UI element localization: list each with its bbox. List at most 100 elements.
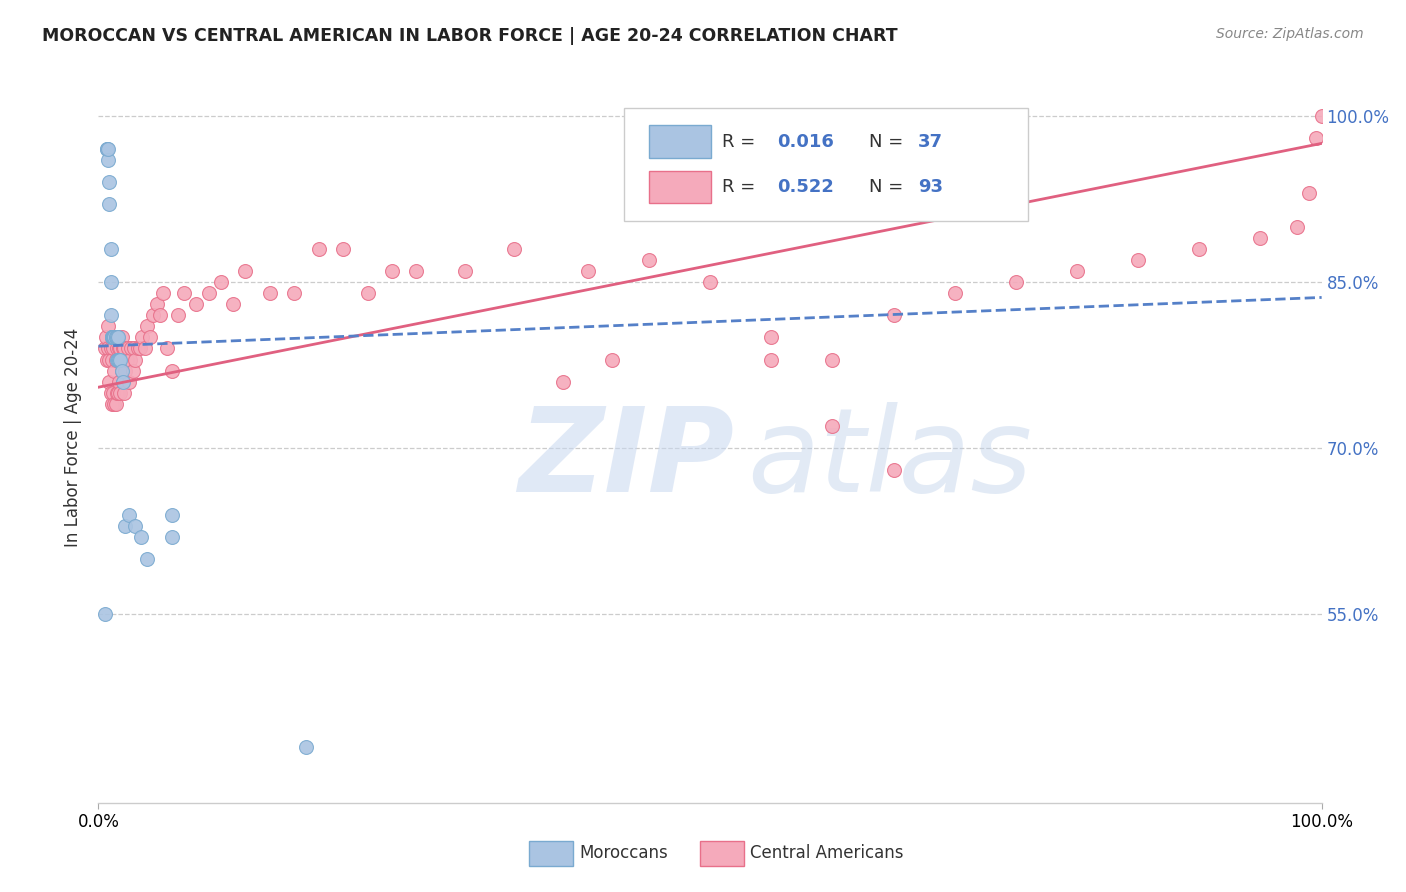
Point	[107, 352, 129, 367]
Point	[1310, 109, 1333, 123]
Point	[101, 397, 124, 411]
Text: R =: R =	[723, 133, 761, 151]
Point	[883, 308, 905, 322]
Point	[101, 330, 124, 344]
Point	[101, 342, 124, 356]
Point	[118, 375, 141, 389]
Text: Moroccans: Moroccans	[579, 844, 668, 863]
Point	[160, 530, 183, 544]
Point	[233, 264, 256, 278]
Point	[103, 363, 125, 377]
Point	[120, 342, 142, 356]
FancyBboxPatch shape	[648, 171, 711, 203]
Point	[104, 330, 127, 344]
Point	[259, 285, 281, 300]
Point	[112, 385, 135, 400]
Point	[103, 330, 125, 344]
Point	[101, 330, 124, 344]
Point	[146, 297, 169, 311]
Point	[943, 285, 966, 300]
Point	[105, 330, 128, 344]
Point	[100, 385, 122, 400]
FancyBboxPatch shape	[529, 841, 574, 866]
Point	[332, 242, 354, 256]
Point	[503, 242, 526, 256]
Point	[308, 242, 330, 256]
Point	[1305, 131, 1327, 145]
Point	[96, 352, 118, 367]
Point	[356, 285, 378, 300]
Point	[110, 342, 132, 356]
Point	[103, 330, 125, 344]
Point	[104, 352, 127, 367]
Point	[139, 330, 162, 344]
Point	[283, 285, 305, 300]
Point	[454, 264, 477, 278]
Point	[105, 342, 128, 356]
Point	[761, 352, 783, 367]
Text: MOROCCAN VS CENTRAL AMERICAN IN LABOR FORCE | AGE 20-24 CORRELATION CHART: MOROCCAN VS CENTRAL AMERICAN IN LABOR FO…	[42, 27, 898, 45]
Point	[120, 352, 142, 367]
Point	[186, 297, 208, 311]
Point	[1004, 275, 1026, 289]
Point	[111, 375, 134, 389]
Point	[103, 330, 125, 344]
Text: 93: 93	[918, 178, 943, 196]
Point	[104, 330, 127, 344]
Point	[105, 352, 128, 367]
Point	[94, 330, 117, 344]
Point	[98, 375, 121, 389]
Point	[142, 308, 165, 322]
Point	[115, 352, 138, 367]
Text: ZIP: ZIP	[519, 401, 734, 516]
Point	[405, 264, 427, 278]
Point	[101, 330, 124, 344]
Point	[98, 197, 121, 211]
Text: R =: R =	[723, 178, 761, 196]
Point	[103, 330, 125, 344]
Point	[295, 740, 318, 755]
Point	[100, 275, 122, 289]
Text: Source: ZipAtlas.com: Source: ZipAtlas.com	[1216, 27, 1364, 41]
Point	[108, 375, 131, 389]
Point	[107, 352, 129, 367]
Point	[118, 508, 141, 522]
Point	[121, 363, 143, 377]
Point	[136, 319, 159, 334]
Point	[105, 385, 128, 400]
Point	[100, 308, 122, 322]
Point	[101, 385, 124, 400]
Point	[110, 385, 132, 400]
Point	[111, 330, 134, 344]
Point	[103, 397, 125, 411]
Point	[110, 352, 132, 367]
Point	[107, 330, 129, 344]
Point	[98, 175, 121, 189]
Point	[136, 552, 159, 566]
Point	[553, 375, 575, 389]
Point	[129, 530, 152, 544]
FancyBboxPatch shape	[700, 841, 744, 866]
Point	[107, 330, 129, 344]
Y-axis label: In Labor Force | Age 20-24: In Labor Force | Age 20-24	[65, 327, 83, 547]
Point	[93, 607, 115, 622]
Point	[117, 342, 139, 356]
Point	[101, 330, 124, 344]
Point	[108, 352, 131, 367]
Point	[104, 397, 127, 411]
Point	[124, 352, 146, 367]
Point	[1188, 242, 1211, 256]
Point	[96, 142, 118, 156]
Point	[101, 330, 124, 344]
Point	[761, 330, 783, 344]
Point	[97, 342, 120, 356]
Point	[149, 308, 172, 322]
Point	[173, 285, 195, 300]
Point	[381, 264, 404, 278]
Point	[156, 342, 179, 356]
Point	[152, 285, 174, 300]
Point	[96, 142, 118, 156]
Point	[97, 153, 120, 167]
Point	[1128, 252, 1150, 267]
Point	[127, 342, 149, 356]
